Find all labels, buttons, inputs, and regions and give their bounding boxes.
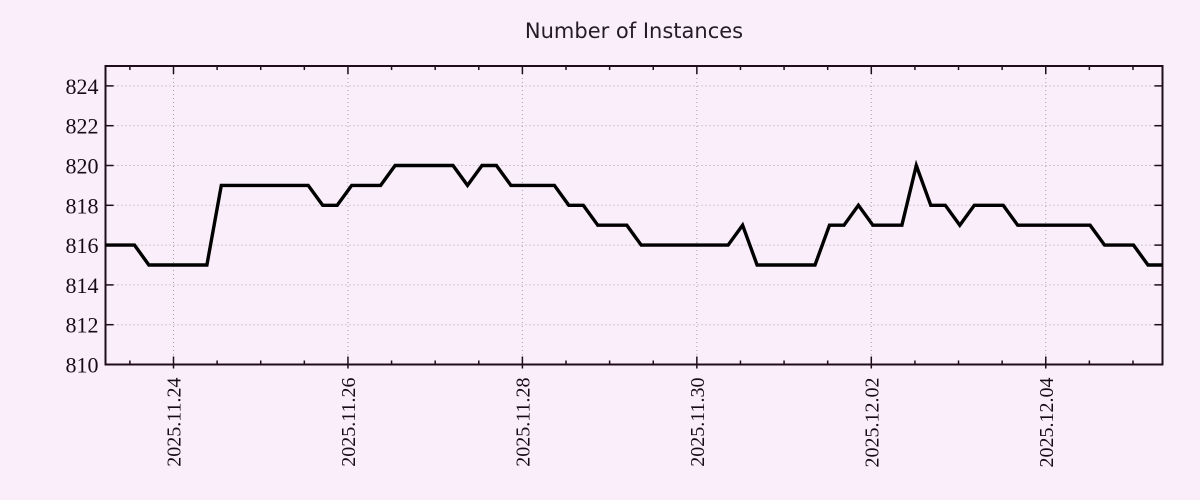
chart-title: Number of Instances	[525, 19, 743, 43]
y-tick-label: 818	[66, 193, 99, 218]
y-tick-label: 814	[66, 273, 99, 298]
y-tick-label: 820	[66, 154, 99, 179]
plot-border	[104, 65, 1164, 366]
y-tick-label: 812	[66, 313, 99, 338]
x-tick-label: 2025.12.04	[1036, 378, 1058, 468]
x-tick-label: 2025.11.28	[512, 378, 534, 467]
x-tick-label: 2025.12.02	[861, 378, 883, 468]
grid-lines	[105, 66, 1163, 365]
y-axis-labels: 810 812 814 816 818 820 822 824	[66, 74, 99, 378]
y-tick-label: 822	[66, 114, 99, 139]
x-tick-label: 2025.11.26	[338, 378, 360, 467]
y-tick-label: 824	[66, 74, 99, 99]
y-tick-label: 816	[66, 233, 99, 258]
x-tick-label: 2025.11.30	[687, 378, 709, 467]
x-tick-label: 2025.11.24	[164, 378, 186, 467]
y-tick-label: 810	[66, 353, 99, 378]
x-axis-labels: 2025.11.24 2025.11.26 2025.11.28 2025.11.30…	[164, 378, 1058, 468]
data-series-line	[105, 159, 1163, 267]
